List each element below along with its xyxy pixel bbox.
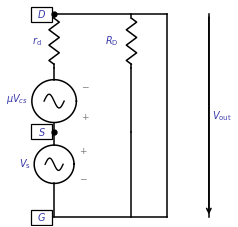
Text: $V_{\rm out}$: $V_{\rm out}$ (212, 109, 232, 123)
Text: $+$: $+$ (79, 146, 87, 156)
Text: $+$: $+$ (81, 112, 90, 122)
Bar (31, 210, 52, 225)
Text: $G$: $G$ (37, 211, 46, 223)
Bar (31, 124, 52, 139)
Bar (31, 7, 52, 22)
Text: $-$: $-$ (81, 81, 90, 90)
Text: $V_{\rm s}$: $V_{\rm s}$ (19, 157, 31, 171)
Text: $\mu V_{cs}$: $\mu V_{cs}$ (6, 92, 28, 106)
Text: $D$: $D$ (37, 8, 46, 20)
Text: $r_{\rm d}$: $r_{\rm d}$ (32, 35, 41, 48)
Text: $S$: $S$ (38, 126, 45, 138)
Text: $R_{\rm D}$: $R_{\rm D}$ (105, 35, 119, 48)
Text: $-$: $-$ (79, 173, 87, 182)
